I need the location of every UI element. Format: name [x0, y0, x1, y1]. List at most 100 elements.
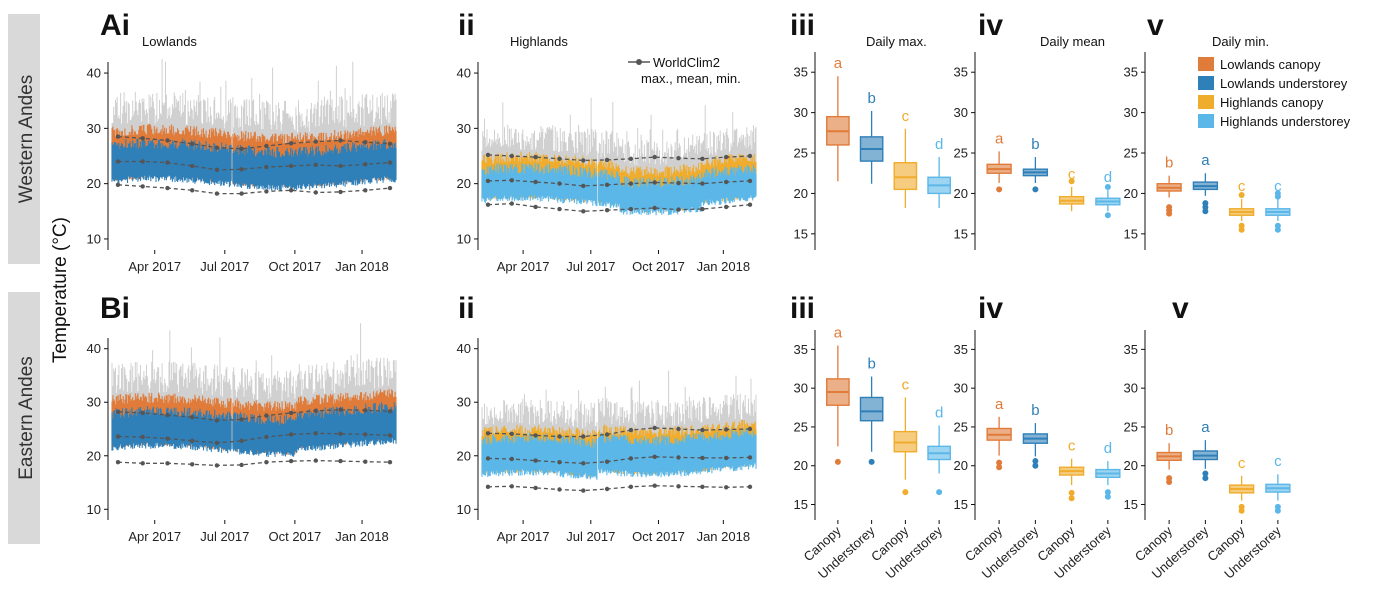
worldclim-max-point-aii-1: [509, 153, 514, 159]
worldclim-min-point-bi-1: [140, 461, 145, 466]
worldclim-mean-point-aii-0: [485, 178, 491, 184]
panel-bi: 10 20 30 40 Apr 2017 Jul 2017 Oct 2017 Jan 2018: [87, 323, 397, 544]
y-tick-label-aiv-20: 20: [954, 186, 968, 201]
worldclim-mean-point-aii-1: [509, 178, 514, 183]
worldclim-max-point-ai-3: [190, 141, 195, 146]
y-tick-label-ai-40: 40: [87, 66, 101, 81]
worldclim-mean-point-bi-4: [214, 440, 220, 446]
box-biii-0-letter: a: [834, 325, 843, 342]
row-label-eastern: Eastern Andes: [16, 356, 37, 480]
box-biii-2-letter: c: [902, 376, 910, 393]
worldclim-max-point-bi-3: [190, 415, 195, 420]
worldclim-mean-point-ai-3: [190, 163, 195, 169]
panel-biii: 1520253035abcdCanopyUnderstoreyCanopyUnd…: [794, 325, 951, 582]
worldclim-min-point-bii-3: [557, 487, 562, 492]
understorey-series-bii: [481, 428, 757, 480]
worldclim-min-point-aii-5: [604, 208, 610, 213]
worldclim-min-point-bi-3: [190, 462, 195, 467]
box-bv-2-outlier-1: [1238, 503, 1245, 510]
y-tick-label-aiv-30: 30: [954, 105, 968, 120]
worldclim-max-point-aii-2: [533, 154, 538, 160]
worldclim-min-point-aii-2: [533, 204, 538, 210]
legend-swatch-lowlands-canopy: [1198, 57, 1214, 71]
worldclim-min-point-bii-4: [581, 488, 586, 493]
y-tick-label-aiv-25: 25: [954, 146, 968, 161]
y-tick-label-aiii-20: 20: [794, 186, 808, 201]
y-tick-label-bv-15: 15: [1124, 497, 1138, 512]
box-biii-0-outlier-0: [834, 458, 841, 465]
panel-letter-bv: v: [1172, 292, 1189, 325]
x-tick-label-ai-0: Apr 2017: [128, 259, 181, 274]
worldclim-max-point-bii-8: [676, 426, 681, 432]
worldclim-mean-point-aii-10: [724, 179, 729, 185]
panel-title-lowlands: Lowlands: [142, 34, 197, 49]
box-biv-1-outlier-0: [1032, 462, 1039, 469]
worldclim-max-point-bi-0: [115, 409, 121, 415]
x-tick-label-bi-0: Apr 2017: [128, 529, 181, 544]
worldclim-mean-line-bii: [487, 456, 751, 464]
y-tick-label-bi-10: 10: [87, 502, 101, 517]
worldclim-min-line-ai: [117, 184, 391, 195]
worldclim-max-point-ai-10: [363, 140, 368, 145]
panel-aiii: 15 20 25 30 35 a b c d: [794, 52, 951, 250]
box-aiii-1-letter: b: [867, 90, 875, 107]
worldclim-max-point-ai-1: [140, 136, 145, 141]
y-tick-label-av-15: 15: [1124, 226, 1138, 241]
worldclim-max-point-ai-9: [338, 138, 343, 143]
box-av-2-outlier-2: [1238, 192, 1245, 199]
chart-panels: 10 20 30 40 Apr 2017 Jul 2017 Oct 2017 Jan 2018…: [87, 52, 1291, 582]
worldclim-min-point-bii-1: [509, 484, 514, 489]
panel-av: 15 20 25 30 35 b a c c: [1124, 52, 1291, 250]
y-tick-label-aiii-30: 30: [794, 105, 808, 120]
worldclim-mean-point-aii-9: [700, 181, 705, 186]
x-tick-label-bi-1: Jul 2017: [200, 529, 249, 544]
worldclim-min-point-bii-2: [533, 485, 538, 491]
worldclim-max-point-aii-10: [724, 154, 729, 160]
worldclim-mean-point-bii-11: [747, 455, 753, 460]
worldclim-mean-point-ai-11: [387, 160, 393, 165]
box-av-2-letter: c: [1238, 178, 1246, 195]
worldclim-mean-point-bii-10: [724, 455, 729, 461]
box-aiv-2-letter: c: [1068, 166, 1076, 183]
y-tick-label-bv-30: 30: [1124, 381, 1138, 396]
box-av-0-outlier-2: [1166, 204, 1173, 211]
worldclim-mean-point-bi-10: [363, 432, 368, 437]
worldclim-max-point-ai-11: [387, 141, 393, 146]
worldclim-legend-subtitle: max., mean, min.: [641, 71, 741, 86]
worldclim-max-point-bii-7: [652, 425, 657, 431]
x-tick-label-bi-3: Jan 2018: [335, 529, 389, 544]
worldclim-mean-point-ai-9: [338, 163, 343, 169]
worldclim-mean-point-ai-8: [313, 162, 318, 167]
worldclim-max-point-aii-0: [485, 152, 491, 158]
worldclim-max-point-bii-10: [724, 427, 729, 432]
worldclim-mean-line-ai: [118, 160, 391, 171]
worldclim-mean-point-ai-0: [115, 159, 121, 164]
legend-swatch-highlands-understorey: [1198, 114, 1214, 128]
box-bv-3-outlier-1: [1274, 503, 1281, 510]
worldclim-mean-point-aii-2: [533, 179, 538, 185]
row-label-bg-eastern: [8, 292, 40, 544]
y-tick-label-av-30: 30: [1124, 105, 1138, 120]
x-tick-label-ai-2: Oct 2017: [268, 259, 321, 274]
box-av-2-outlier-1: [1238, 222, 1245, 229]
box-biv-1-letter: b: [1031, 402, 1039, 419]
worldclim-min-point-ai-1: [140, 184, 145, 189]
box-bv-0-letter: b: [1165, 422, 1173, 439]
worldclim-mean-point-ai-1: [140, 159, 145, 164]
worldclim-max-point-aii-5: [604, 157, 610, 163]
worldclim-max-point-ai-6: [264, 143, 269, 149]
worldclim-mean-point-bi-9: [338, 431, 343, 436]
worldclim-max-point-bii-2: [533, 433, 538, 438]
worldclim-max-line-bi: [117, 409, 391, 422]
y-tick-label-aii-20: 20: [457, 176, 471, 191]
panel-title-highlands: Highlands: [510, 34, 568, 49]
legend-label-highlands-understorey: Highlands understorey: [1220, 114, 1351, 129]
box-aiv-0-letter: a: [995, 130, 1004, 147]
worldclim-min-point-bii-5: [604, 486, 610, 492]
worldclim-mean-point-ai-6: [264, 164, 269, 170]
worldclim-max-point-bii-3: [557, 434, 562, 439]
worldclim-mean-point-ai-2: [165, 160, 170, 165]
x-tick-label-aii-0: Apr 2017: [497, 259, 550, 274]
panel-aiv: 15 20 25 30 35 a b c d: [954, 52, 1121, 250]
